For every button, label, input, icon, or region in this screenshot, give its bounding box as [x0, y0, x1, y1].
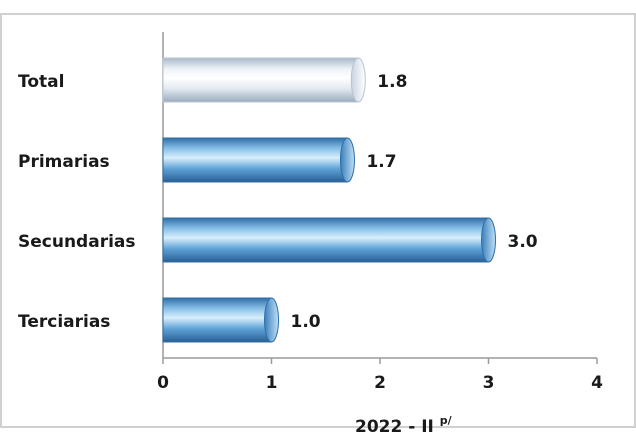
category-labels: Total Primarias Secundarias Terciarias	[18, 72, 136, 332]
bars	[162, 57, 496, 343]
category-label: Terciarias	[18, 312, 110, 332]
bar-cap	[339, 137, 355, 183]
bar-cap	[481, 217, 496, 263]
x-tick-label: 1	[266, 373, 278, 393]
bar-cap	[350, 57, 366, 103]
category-label: Secundarias	[18, 232, 136, 252]
bar-secundarias	[162, 217, 496, 263]
x-axis-title: 2022 - II p/	[355, 414, 453, 437]
bar-terciarias	[162, 297, 279, 343]
category-label: Primarias	[18, 152, 110, 172]
category-label: Total	[18, 72, 64, 92]
value-label: 1.7	[366, 152, 396, 172]
x-tick-labels: 0 1 2 3 4	[157, 358, 603, 393]
bar-total	[162, 57, 366, 103]
value-label: 3.0	[508, 232, 538, 252]
bar-body	[162, 297, 272, 343]
bar-body	[162, 57, 359, 103]
value-labels: 1.8 1.7 3.0 1.0	[291, 72, 538, 332]
x-axis-title-text: 2022 - II	[355, 417, 434, 437]
x-axis-title-superscript: p/	[440, 414, 453, 427]
bar-body	[162, 137, 348, 183]
x-tick-label: 3	[483, 373, 495, 393]
value-label: 1.0	[291, 312, 321, 332]
x-tick-label: 4	[591, 373, 603, 393]
chart-frame	[0, 13, 636, 428]
bar-cap	[264, 297, 279, 343]
bar-body	[162, 217, 489, 263]
bar-primarias	[162, 137, 355, 183]
x-tick-label: 2	[374, 373, 386, 393]
x-tick-label: 0	[157, 373, 169, 393]
value-label: 1.8	[377, 72, 407, 92]
